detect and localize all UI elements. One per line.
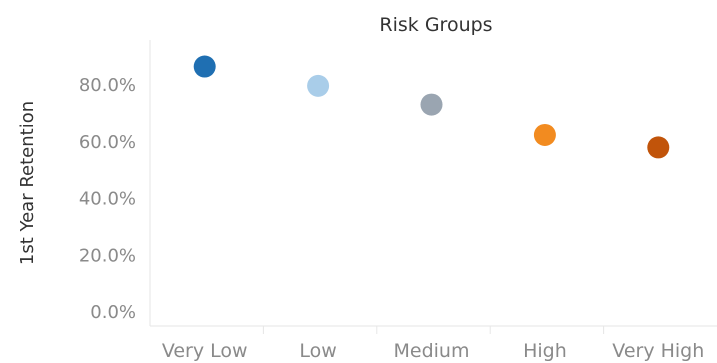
data-point[interactable] (307, 74, 330, 97)
data-point[interactable] (420, 93, 443, 116)
y-tick-label: 20.0% (79, 245, 136, 266)
x-category-label: Very Low (162, 340, 248, 362)
y-tick-label: 40.0% (79, 189, 136, 210)
y-axis-label: 1st Year Retention (17, 101, 38, 265)
y-tick-label: 80.0% (79, 75, 136, 96)
x-category-label: Medium (394, 340, 470, 362)
chart-title: Risk Groups (379, 14, 492, 36)
x-axis: Very Low Low Medium High Very High (150, 325, 717, 362)
data-point[interactable] (193, 55, 216, 78)
y-axis: 0.0% 20.0% 40.0% 60.0% 80.0% (79, 40, 151, 326)
y-tick-label: 60.0% (79, 132, 136, 153)
data-point[interactable] (533, 123, 556, 146)
x-category-label: Very High (612, 340, 704, 362)
y-tick-label: 0.0% (90, 302, 136, 323)
x-category-label: Low (299, 340, 336, 362)
data-points (193, 55, 670, 159)
data-point[interactable] (647, 136, 670, 159)
x-category-label: High (523, 340, 567, 362)
